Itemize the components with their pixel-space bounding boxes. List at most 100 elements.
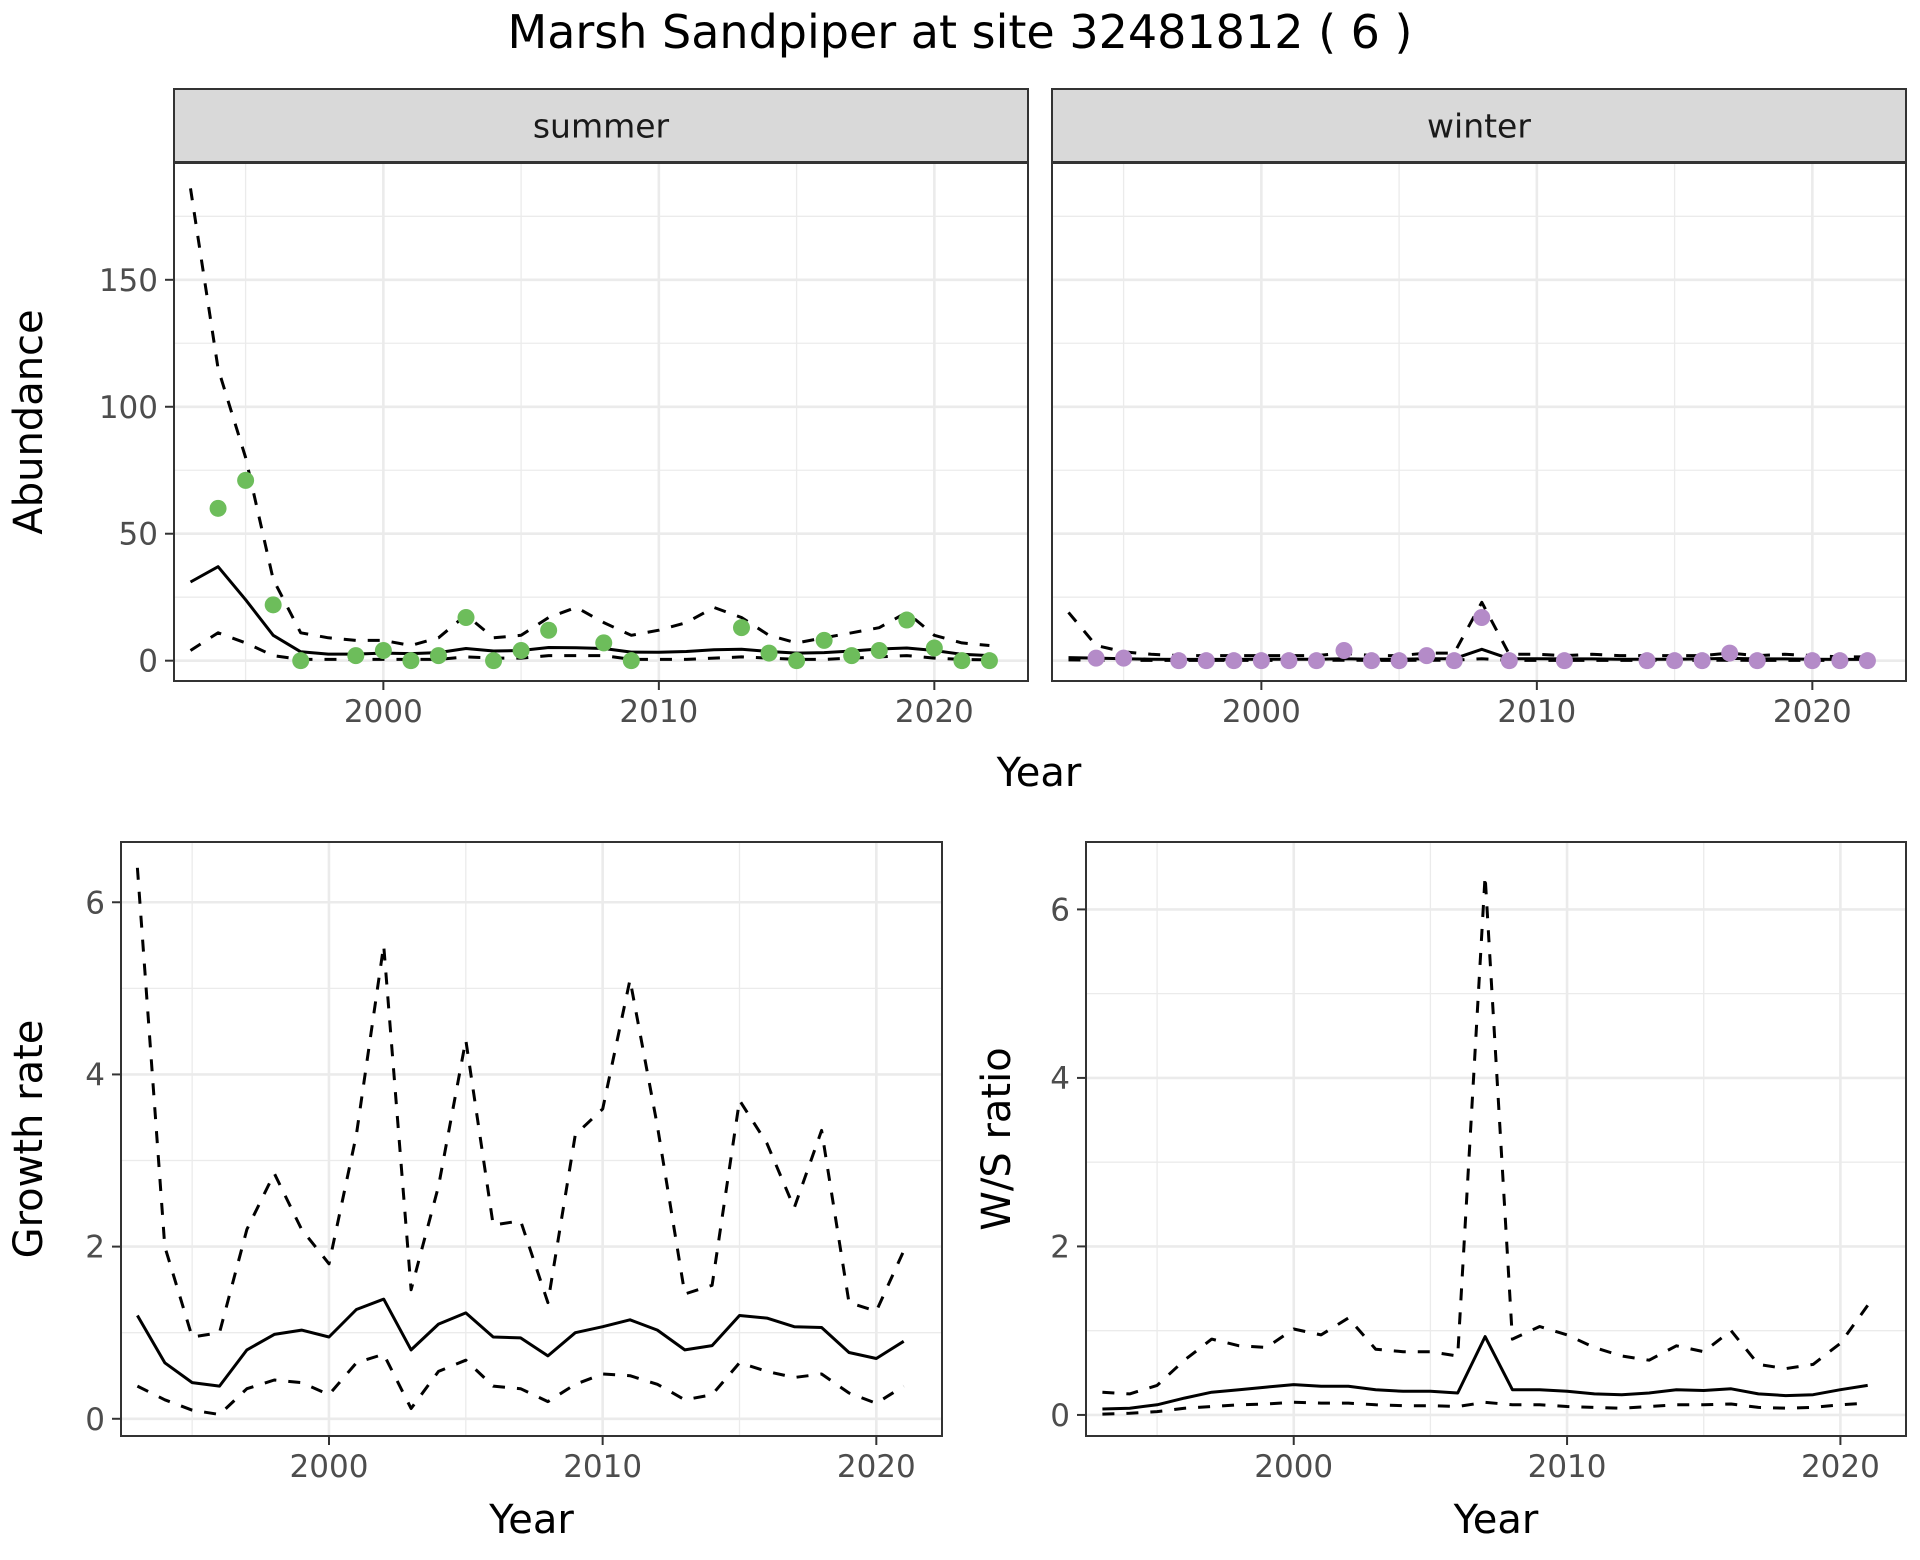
x-tick-label: 2010 <box>563 1449 642 1485</box>
panel-border <box>120 841 943 1437</box>
lower-bound-line <box>136 1352 905 1416</box>
observed-count-point <box>788 652 806 670</box>
observed-count-point <box>925 639 943 657</box>
y-tick-label: 0 <box>1050 1398 1070 1434</box>
y-tick-label: 0 <box>138 644 158 680</box>
observed-count-point <box>374 642 392 660</box>
observed-count-point <box>1803 652 1821 670</box>
y-axis-label: Abundance <box>6 309 52 534</box>
observed-count-point <box>1307 652 1325 670</box>
x-tick-label: 2000 <box>1222 694 1301 730</box>
x-axis-label: Year <box>488 1497 574 1543</box>
observed-count-point <box>732 619 750 637</box>
x-tick-label: 2020 <box>837 1449 916 1485</box>
observed-count-point <box>1390 652 1408 670</box>
upper-bound-line <box>135 867 906 1339</box>
observed-count-point <box>1225 652 1243 670</box>
observed-count-point <box>429 647 447 665</box>
plot-background <box>174 163 1028 681</box>
observed-count-point <box>870 642 888 660</box>
plot-background <box>1052 163 1906 681</box>
observed-count-point <box>1666 652 1684 670</box>
y-axis-label: W/S ratio <box>974 1047 1020 1230</box>
panel-winter: winter 2000 2010 2020 <box>1051 88 1907 730</box>
upper-bound-line <box>189 188 990 647</box>
y-tick-label: 6 <box>85 885 105 921</box>
panel-border <box>1085 841 1907 1437</box>
y-tick-label: 6 <box>1050 892 1070 928</box>
estimate-line <box>1102 1335 1868 1411</box>
observed-count-point <box>1693 652 1711 670</box>
panel-ratio: 2000 2010 2020 0 2 4 6 W/S ratio Year <box>974 841 1907 1543</box>
x-tick-label: 2010 <box>1528 1449 1607 1485</box>
observed-count-point <box>209 499 227 517</box>
observed-count-point <box>1087 649 1105 667</box>
observed-count-point <box>595 634 613 652</box>
observed-count-point <box>1473 609 1491 627</box>
observed-count-point <box>237 471 255 489</box>
panel-growth: 2000 2010 2020 0 2 4 6 Growth rate Year <box>6 841 943 1543</box>
observed-count-point <box>1831 652 1849 670</box>
chart-title: Marsh Sandpiper at site 32481812 ( 6 ) <box>508 5 1413 59</box>
observed-count-point <box>1197 652 1215 670</box>
plot-background <box>121 842 942 1436</box>
upper-bound-line <box>1102 874 1869 1396</box>
observed-count-point <box>540 621 558 639</box>
observed-count-point <box>1748 652 1766 670</box>
observed-count-point <box>347 647 365 665</box>
y-axis-label: Growth rate <box>6 1020 52 1259</box>
observed-count-point <box>512 642 530 660</box>
observed-count-point <box>1445 652 1463 670</box>
observed-count-point <box>292 652 310 670</box>
estimate-line <box>136 1297 905 1388</box>
observed-count-point <box>980 652 998 670</box>
x-tick-label: 2020 <box>895 694 974 730</box>
observed-count-point <box>457 609 475 627</box>
facet-strip-label: winter <box>1427 107 1531 146</box>
observed-count-point <box>953 652 971 670</box>
observed-count-point <box>815 631 833 649</box>
y-tick-label: 0 <box>85 1402 105 1438</box>
x-tick-label: 2000 <box>1254 1449 1333 1485</box>
x-tick-label: 2020 <box>1773 694 1852 730</box>
x-tick-label: 2010 <box>619 694 698 730</box>
y-tick-label: 100 <box>99 390 158 426</box>
y-tick-label: 4 <box>1050 1061 1070 1097</box>
observed-count-point <box>1363 652 1381 670</box>
y-tick-label: 150 <box>99 263 158 299</box>
x-tick-label: 2010 <box>1497 694 1576 730</box>
observed-count-point <box>1858 652 1876 670</box>
observed-count-point <box>1170 652 1188 670</box>
facet-strip-label: summer <box>533 107 670 146</box>
observed-count-point <box>898 611 916 629</box>
observed-count-point <box>760 644 778 662</box>
observed-count-point <box>264 596 282 614</box>
plot-background <box>1086 842 1906 1436</box>
facet-strip <box>173 88 1029 163</box>
x-tick-label: 2020 <box>1801 1449 1880 1485</box>
observed-count-point <box>1115 649 1133 667</box>
observed-count-point <box>1418 647 1436 665</box>
observed-count-point <box>1638 652 1656 670</box>
observed-count-point <box>402 652 420 670</box>
observed-count-point <box>485 652 503 670</box>
observed-count-point <box>1500 652 1518 670</box>
observed-count-point <box>1280 652 1298 670</box>
observed-count-point <box>1721 644 1739 662</box>
y-tick-label: 4 <box>85 1057 105 1093</box>
panel-summer: summer 2000 2010 2020 0 50 100 150 Abundance <box>6 88 1029 730</box>
observed-count-point <box>1335 642 1353 660</box>
y-tick-label: 50 <box>119 517 158 553</box>
y-tick-label: 2 <box>85 1230 105 1266</box>
top-x-axis-label: Year <box>996 750 1082 796</box>
x-axis-label: Year <box>1453 1497 1539 1543</box>
observed-count-point <box>1555 652 1573 670</box>
x-tick-label: 2000 <box>290 1449 369 1485</box>
y-tick-label: 2 <box>1050 1229 1070 1265</box>
observed-count-point <box>622 652 640 670</box>
observed-count-point <box>843 647 861 665</box>
observed-count-point <box>1252 652 1270 670</box>
x-tick-label: 2000 <box>344 694 423 730</box>
lower-bound-line <box>1102 1400 1868 1416</box>
